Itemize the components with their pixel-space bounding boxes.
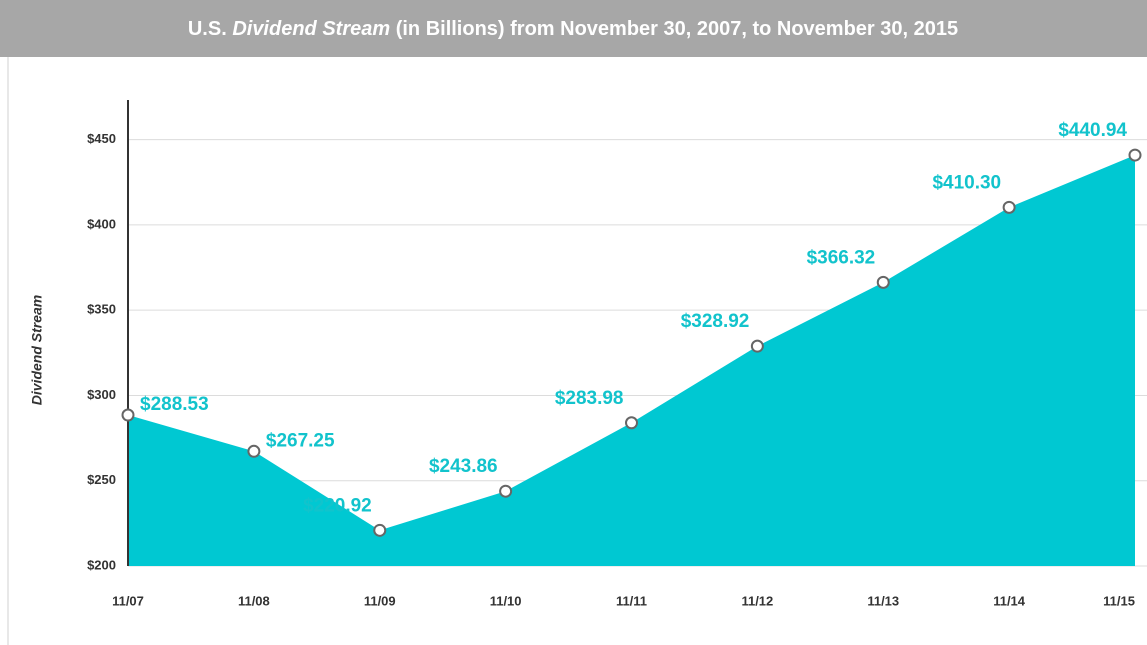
- x-tick-label: 11/15: [1103, 593, 1135, 608]
- title-part: Dividend Stream: [232, 18, 390, 40]
- value-label: $267.25: [266, 430, 335, 451]
- x-tick-label: 11/10: [490, 593, 522, 608]
- header-bar: [0, 0, 1147, 57]
- x-tick-label: 11/14: [993, 593, 1026, 608]
- x-tick-label: 11/08: [238, 593, 270, 608]
- value-label: $283.98: [555, 388, 624, 409]
- y-tick-label: $350: [87, 302, 116, 317]
- title-part: U.S.: [188, 18, 232, 40]
- marker: [247, 444, 261, 458]
- value-label: $288.53: [140, 394, 209, 415]
- marker: [1002, 200, 1016, 214]
- value-label: $220.92: [303, 495, 372, 516]
- y-tick-label: $450: [87, 131, 116, 146]
- value-label: $410.30: [932, 172, 1001, 193]
- value-label: $440.94: [1058, 120, 1127, 141]
- x-tick-label: 11/09: [364, 593, 396, 608]
- marker: [499, 484, 513, 498]
- marker: [750, 339, 764, 353]
- x-tick-label: 11/07: [112, 593, 144, 608]
- area: [128, 155, 1135, 567]
- marker: [876, 275, 890, 289]
- x-tick-label: 11/12: [741, 593, 773, 608]
- y-tick-label: $400: [87, 216, 116, 231]
- marker: [625, 416, 638, 430]
- y-tick-label: $200: [87, 557, 116, 572]
- marker: [1128, 148, 1142, 162]
- value-label: $243.86: [429, 456, 498, 477]
- title-part: (in Billions) from November 30, 2007, to…: [390, 18, 958, 40]
- marker: [373, 523, 387, 537]
- y-tick-label: $250: [87, 472, 116, 487]
- y-axis-label: Dividend Stream: [29, 295, 45, 405]
- x-tick-label: 11/11: [616, 593, 647, 608]
- marker: [121, 408, 135, 422]
- value-label: $328.92: [681, 311, 750, 332]
- chart-title: U.S. Dividend Stream (in Billions) from …: [188, 18, 958, 40]
- x-tick-label: 11/13: [867, 593, 899, 608]
- value-label: $366.32: [807, 247, 876, 268]
- y-tick-label: $300: [87, 387, 116, 402]
